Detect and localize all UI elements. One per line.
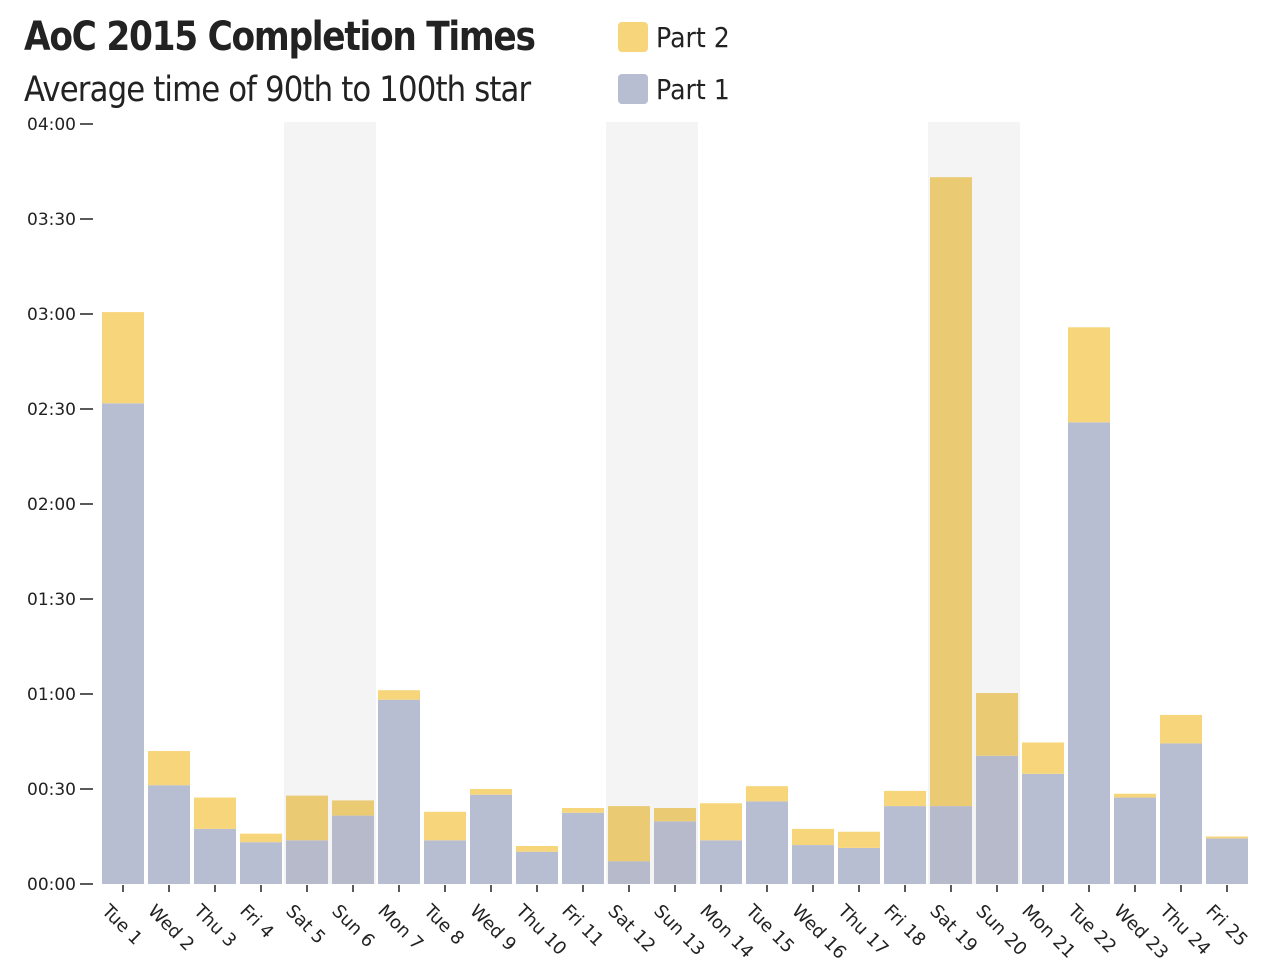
y-tick-label: 03:00: [27, 305, 76, 325]
y-tick-label: 01:00: [27, 685, 76, 705]
x-tick-label: Sun 6: [327, 901, 378, 952]
bar-part-2: [378, 690, 420, 700]
bar-part-2: [516, 846, 558, 852]
x-tick-label: Tue 8: [419, 900, 468, 949]
x-tick-label: Wed 2: [143, 901, 198, 956]
bar-part-1: [1022, 773, 1064, 884]
y-tick-label: 02:00: [27, 495, 76, 515]
bar-part-1: [930, 806, 972, 884]
x-tick-label: Sat 5: [281, 901, 329, 949]
bar-part-2: [286, 795, 328, 841]
bar-part-1: [470, 794, 512, 884]
bar-part-2: [424, 811, 466, 841]
bar-part-2: [746, 786, 788, 802]
legend-swatch-part-1: [618, 74, 648, 104]
bar-part-1: [378, 699, 420, 884]
x-tick-label: Sun 20: [971, 901, 1030, 960]
bar-part-1: [654, 821, 696, 884]
bar-part-1: [148, 785, 190, 884]
bar-part-1: [562, 812, 604, 884]
x-tick-label: Thu 3: [189, 900, 241, 952]
legend-label-part-2: Part 2: [656, 20, 730, 54]
chart-subtitle: Average time of 90th to 100th star: [24, 70, 531, 110]
bar-part-1: [286, 840, 328, 884]
bar-part-2: [838, 831, 880, 848]
bar-part-1: [102, 403, 144, 884]
y-tick-label: 00:00: [27, 875, 76, 895]
chart-title: AoC 2015 Completion Times: [24, 14, 536, 60]
bar-part-2: [654, 808, 696, 822]
bar-part-2: [1114, 793, 1156, 798]
x-tick-label: Mon 7: [373, 901, 427, 955]
bar-part-1: [976, 755, 1018, 884]
bar-part-1: [792, 845, 834, 884]
bar-part-1: [884, 806, 926, 884]
weekend-shade: [284, 122, 330, 884]
bar-part-1: [1160, 743, 1202, 884]
weekend-shade: [652, 122, 698, 884]
bar-part-2: [1068, 327, 1110, 423]
x-tick-label: Wed 9: [465, 901, 520, 956]
bar-part-2: [884, 790, 926, 807]
bar-part-1: [194, 828, 236, 884]
bar-part-1: [1068, 422, 1110, 884]
bar-part-1: [700, 840, 742, 884]
weekend-shade: [606, 122, 652, 884]
bar-part-1: [1114, 797, 1156, 884]
legend: Part 2 Part 1: [618, 20, 738, 126]
bar-part-2: [470, 789, 512, 795]
y-tick-label: 00:30: [27, 780, 76, 800]
y-tick-label: 04:00: [27, 115, 76, 135]
bar-part-2: [930, 177, 972, 807]
bar-part-1: [1206, 838, 1248, 884]
bar-part-1: [240, 842, 282, 884]
y-tick-label: 01:30: [27, 590, 76, 610]
bar-part-2: [332, 800, 374, 816]
y-tick-label: 02:30: [27, 400, 76, 420]
x-tick-label: Sat 12: [603, 901, 659, 957]
bar-part-1: [608, 861, 650, 884]
legend-label-part-1: Part 1: [656, 72, 730, 106]
bar-part-2: [1206, 836, 1248, 839]
legend-item-part-1: Part 1: [618, 72, 738, 106]
bar-part-2: [608, 806, 650, 862]
bar-part-2: [194, 797, 236, 829]
weekend-shade: [330, 122, 376, 884]
x-tick-label: Thu 10: [511, 900, 571, 960]
y-tick-label: 03:30: [27, 210, 76, 230]
bar-part-1: [332, 815, 374, 884]
x-tick-label: Sun 13: [649, 901, 708, 960]
x-tick-label: Tue 1: [97, 900, 146, 949]
bar-part-1: [424, 840, 466, 884]
legend-item-part-2: Part 2: [618, 20, 738, 54]
bar-part-1: [838, 847, 880, 884]
bar-part-2: [700, 803, 742, 841]
bar-part-2: [148, 751, 190, 786]
x-tick-label: Sat 19: [925, 901, 981, 957]
bar-part-2: [1160, 714, 1202, 744]
x-tick-label: Fri 4: [235, 901, 277, 943]
bar-part-1: [516, 851, 558, 884]
bar-part-2: [976, 693, 1018, 756]
bar-part-2: [240, 833, 282, 843]
bar-part-2: [792, 828, 834, 846]
bar-part-2: [562, 808, 604, 813]
legend-swatch-part-2: [618, 22, 648, 52]
bar-part-2: [1022, 742, 1064, 774]
bar-part-2: [102, 312, 144, 404]
bar-part-1: [746, 801, 788, 884]
